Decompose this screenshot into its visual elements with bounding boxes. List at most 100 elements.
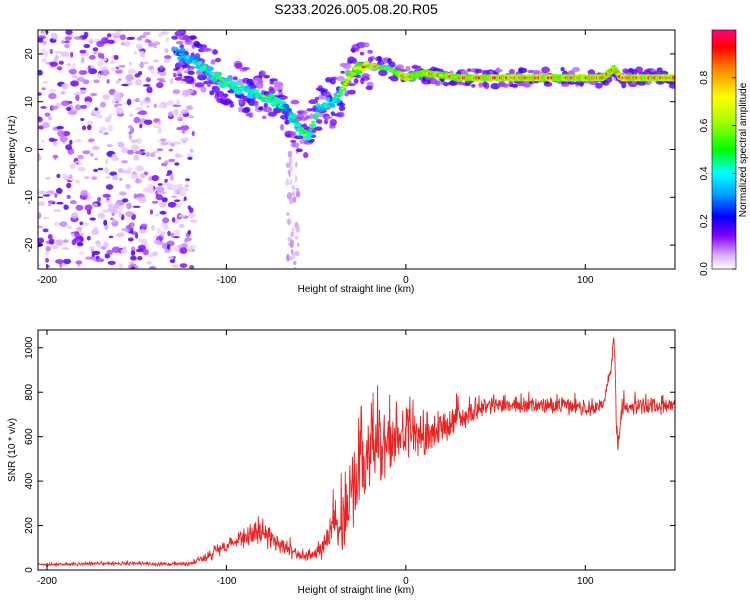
- noise-blob: [60, 90, 66, 95]
- noise-blob: [61, 40, 65, 44]
- noise-blob: [106, 249, 114, 255]
- noise-blob: [134, 50, 138, 55]
- halo-blob: [202, 48, 213, 52]
- noise-blob: [75, 162, 80, 165]
- halo-blob: [215, 57, 221, 63]
- noise-blob: [65, 144, 72, 151]
- noise-blob: [288, 256, 293, 261]
- halo-blob: [243, 106, 251, 113]
- noise-blob: [172, 217, 176, 223]
- noise-blob: [175, 154, 184, 158]
- noise-blob: [115, 69, 123, 74]
- halo-blob: [443, 82, 450, 87]
- halo-blob: [471, 84, 476, 88]
- noise-blob: [48, 238, 55, 245]
- noise-blob: [74, 139, 82, 143]
- noise-blob: [73, 36, 83, 40]
- halo-blob: [367, 56, 373, 63]
- noise-blob: [294, 175, 298, 183]
- noise-blob: [55, 239, 64, 246]
- noise-blob: [292, 196, 297, 203]
- noise-blob: [78, 70, 88, 75]
- noise-blob: [62, 130, 71, 137]
- noise-blob: [138, 196, 147, 204]
- noise-blob: [88, 54, 96, 60]
- noise-blob: [116, 200, 122, 204]
- noise-blob: [167, 255, 174, 260]
- halo-blob: [296, 148, 303, 153]
- noise-blob: [170, 232, 174, 238]
- noise-blob: [76, 226, 83, 233]
- noise-blob: [146, 184, 154, 189]
- halo-blob: [284, 119, 290, 125]
- ridge-mark: [267, 93, 276, 99]
- ridge-mark: [254, 89, 260, 94]
- halo-blob: [329, 119, 337, 126]
- noise-blob: [297, 242, 300, 248]
- noise-blob: [70, 51, 74, 58]
- noise-blob: [93, 226, 99, 233]
- noise-blob: [178, 192, 187, 197]
- noise-blob: [127, 68, 136, 75]
- noise-blob: [61, 83, 67, 89]
- noise-blob: [185, 178, 191, 182]
- noise-blob: [64, 36, 72, 41]
- ridge-mark: [305, 135, 312, 141]
- noise-blob: [136, 37, 143, 41]
- noise-blob: [289, 165, 293, 173]
- noise-blob: [102, 93, 111, 101]
- noise-blob: [157, 227, 162, 235]
- colorbar-tick-label: 0.6: [699, 118, 710, 132]
- noise-blob: [106, 143, 113, 148]
- halo-blob: [212, 49, 218, 55]
- halo-blob: [210, 59, 216, 65]
- noise-blob: [173, 73, 177, 78]
- noise-blob: [86, 197, 91, 201]
- noise-blob: [56, 125, 64, 130]
- noise-blob: [87, 124, 92, 131]
- halo-blob: [595, 82, 603, 89]
- noise-blob: [128, 133, 132, 140]
- noise-blob: [293, 266, 297, 269]
- ytick-label: 800: [24, 383, 35, 400]
- halo-blob: [178, 34, 188, 41]
- noise-blob: [47, 200, 56, 204]
- noise-blob: [94, 107, 99, 111]
- noise-blob: [159, 65, 164, 70]
- noise-blob: [177, 118, 184, 122]
- noise-blob: [152, 235, 158, 238]
- halo-blob: [289, 131, 297, 136]
- noise-blob: [44, 251, 49, 256]
- halo-blob: [263, 102, 268, 108]
- xtick-label: -100: [216, 576, 236, 587]
- halo-blob: [184, 76, 195, 83]
- noise-blob: [146, 105, 150, 109]
- halo-blob: [267, 111, 278, 117]
- noise-blob: [176, 99, 180, 106]
- noise-blob: [290, 239, 295, 246]
- ridge-core-mark: [292, 117, 296, 120]
- noise-blob: [92, 250, 101, 255]
- noise-blob: [103, 219, 108, 226]
- noise-blob: [62, 239, 69, 244]
- ridge-mark: [226, 77, 233, 82]
- halo-blob: [308, 99, 319, 105]
- noise-blob: [189, 148, 194, 153]
- noise-blob: [288, 157, 293, 161]
- noise-blob: [150, 68, 155, 75]
- noise-blob: [185, 186, 189, 192]
- noise-blob: [118, 191, 127, 196]
- noise-blob: [188, 115, 195, 119]
- noise-blob: [88, 246, 96, 249]
- halo-blob: [541, 66, 550, 74]
- halo-blob: [475, 68, 483, 74]
- noise-blob: [164, 248, 172, 253]
- noise-blob: [100, 101, 106, 108]
- noise-blob: [139, 34, 147, 39]
- noise-blob: [294, 250, 300, 257]
- noise-blob: [38, 237, 45, 244]
- ridge-core-mark: [298, 126, 303, 129]
